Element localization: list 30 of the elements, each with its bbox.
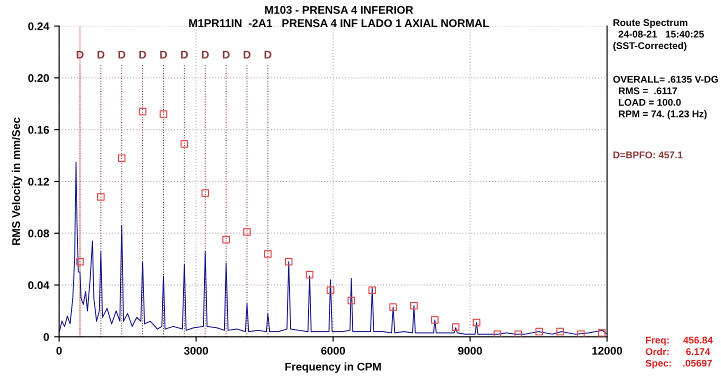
x-tick-label: 12000 <box>592 346 622 355</box>
text: D=BPFO: 457.1 <box>614 151 683 158</box>
y-tick-label: 0.12 <box>28 178 49 186</box>
x-tick-label: 6000 <box>321 346 346 355</box>
ref-line-label: D <box>118 50 126 58</box>
ref-line-label: D <box>244 50 251 58</box>
ref-line-label: D <box>181 50 188 58</box>
ref-line-label: D <box>139 50 146 58</box>
chart-title: M103 - PRENSA 4 INFERIOR <box>265 6 414 14</box>
y-axis-title: RMS Velocity in mm/Sec <box>12 118 22 245</box>
ref-line-label: D <box>160 50 168 58</box>
x-tick-label: 0 <box>56 346 62 355</box>
x-tick-label: 9000 <box>458 346 482 355</box>
text: OVERALL= .6135 V-DG RMS = .6117 LOAD = 100.0 RPM = 74. (1.23 Hz) <box>613 76 718 120</box>
y-tick-label: 0 <box>44 333 49 341</box>
y-tick-label: 0.08 <box>28 229 50 238</box>
ref-line-label: D <box>264 50 272 58</box>
ref-line-label: D <box>98 50 104 58</box>
y-tick-label: 0.24 <box>28 22 50 30</box>
x-axis-title: Frequency in CPM <box>285 362 381 373</box>
x-tick-label: 3000 <box>184 346 208 355</box>
ref-line-label: D <box>222 50 230 58</box>
ref-line-label: D <box>202 50 209 58</box>
text: Route Spectrum 24-08-21 15:40:25 (SST-Corrected) <box>613 19 704 52</box>
chart-subtitle: M1PR11IN -2A1 PRENSA 4 INF LADO 1 AXIAL NORMAL <box>189 19 489 28</box>
text: Freq: 456.84 Ordr: 6.174 Spec: .05697 <box>646 336 713 369</box>
ref-line-label: D <box>76 50 84 58</box>
y-tick-label: 0.16 <box>28 126 49 134</box>
y-tick-label: 0.20 <box>28 74 49 82</box>
y-tick-label: 0.04 <box>28 281 50 290</box>
